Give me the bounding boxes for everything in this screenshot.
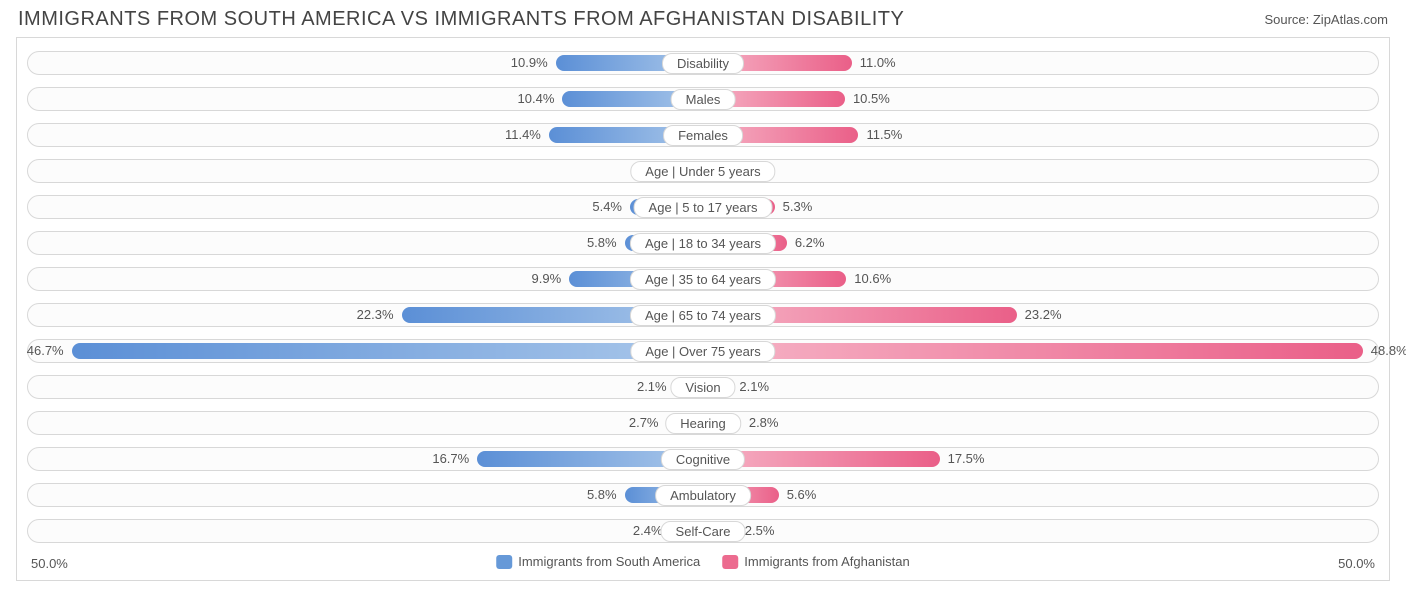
value-label-left: 11.4% <box>505 127 541 142</box>
chart-row: 5.8% 5.6% Ambulatory <box>27 480 1379 510</box>
bar-left <box>72 343 703 359</box>
chart-source: Source: ZipAtlas.com <box>1264 8 1388 27</box>
chart-row: 10.9% 11.0% Disability <box>27 48 1379 78</box>
row-category-label: Age | 35 to 64 years <box>630 269 776 290</box>
bar-right <box>703 343 1363 359</box>
axis-right-label: 50.0% <box>1338 556 1375 571</box>
chart-row: 2.4% 2.5%Self-Care <box>27 516 1379 546</box>
value-label-left: 16.7% <box>432 451 469 466</box>
value-label-left: 2.1% <box>637 379 667 394</box>
value-label-left: 2.7% <box>629 415 659 430</box>
value-label-left: 10.4% <box>518 91 555 106</box>
row-category-label: Hearing <box>665 413 741 434</box>
value-label-left: 2.4% <box>633 523 663 538</box>
chart-area: 10.9% 11.0% Disability 10.4% 10.5% Males 11.4%… <box>16 37 1390 581</box>
chart-row: 22.3% 23.2% Age | 65 to 74 years <box>27 300 1379 330</box>
row-category-label: Cognitive <box>661 449 745 470</box>
chart-row: 5.8% 6.2% Age | 18 to 34 years <box>27 228 1379 258</box>
value-label-right: 10.6% <box>854 271 891 286</box>
value-label-left: 5.8% <box>587 487 617 502</box>
legend-item-right: Immigrants from Afghanistan <box>722 554 909 569</box>
value-label-right: 11.5% <box>866 127 902 142</box>
legend-label-right: Immigrants from Afghanistan <box>744 554 909 569</box>
value-label-right: 2.5% <box>745 523 775 538</box>
chart-row: 2.7% 2.8% Hearing <box>27 408 1379 438</box>
chart-title: IMMIGRANTS FROM SOUTH AMERICA VS IMMIGRA… <box>18 8 904 31</box>
rows-container: 10.9% 11.0% Disability 10.4% 10.5% Males 11.4%… <box>27 48 1379 546</box>
value-label-right: 17.5% <box>948 451 985 466</box>
value-label-left: 46.7% <box>27 343 64 358</box>
row-category-label: Age | 65 to 74 years <box>630 305 776 326</box>
row-category-label: Age | Under 5 years <box>630 161 775 182</box>
legend-swatch-icon <box>496 555 512 569</box>
value-label-left: 22.3% <box>357 307 394 322</box>
chart-footer: 50.0% 50.0% Immigrants from South Americ… <box>27 552 1379 576</box>
row-category-label: Age | Over 75 years <box>630 341 775 362</box>
value-label-right: 23.2% <box>1025 307 1062 322</box>
value-label-left: 5.4% <box>592 199 622 214</box>
chart-row: 10.4% 10.5% Males <box>27 84 1379 114</box>
value-label-right: 6.2% <box>795 235 825 250</box>
row-category-label: Age | 18 to 34 years <box>630 233 776 254</box>
legend-label-left: Immigrants from South America <box>518 554 700 569</box>
chart-row: 2.1%2.1%Vision <box>27 372 1379 402</box>
row-category-label: Self-Care <box>661 521 746 542</box>
legend: Immigrants from South America Immigrants… <box>496 554 910 569</box>
chart-row: 16.7% 17.5% Cognitive <box>27 444 1379 474</box>
legend-item-left: Immigrants from South America <box>496 554 700 569</box>
row-category-label: Females <box>663 125 743 146</box>
chart-row: 9.9% 10.6% Age | 35 to 64 years <box>27 264 1379 294</box>
value-label-left: 5.8% <box>587 235 617 250</box>
value-label-left: 10.9% <box>511 55 548 70</box>
row-category-label: Age | 5 to 17 years <box>634 197 773 218</box>
chart-row: 11.4% 11.5% Females <box>27 120 1379 150</box>
value-label-right: 2.8% <box>749 415 779 430</box>
value-label-right: 48.8% <box>1371 343 1406 358</box>
row-category-label: Disability <box>662 53 744 74</box>
row-category-label: Ambulatory <box>655 485 751 506</box>
value-label-right: 5.3% <box>783 199 813 214</box>
chart-row: 5.4% 5.3% Age | 5 to 17 years <box>27 192 1379 222</box>
row-category-label: Vision <box>670 377 735 398</box>
axis-left-label: 50.0% <box>31 556 68 571</box>
value-label-right: 5.6% <box>787 487 817 502</box>
chart-row: 1.2%0.91%Age | Under 5 years <box>27 156 1379 186</box>
chart-header: IMMIGRANTS FROM SOUTH AMERICA VS IMMIGRA… <box>0 0 1406 37</box>
value-label-right: 2.1% <box>739 379 769 394</box>
value-label-right: 11.0% <box>860 55 896 70</box>
row-category-label: Males <box>671 89 736 110</box>
chart-row: 46.7%48.8%Age | Over 75 years <box>27 336 1379 366</box>
value-label-right: 10.5% <box>853 91 890 106</box>
legend-swatch-icon <box>722 555 738 569</box>
value-label-left: 9.9% <box>532 271 562 286</box>
